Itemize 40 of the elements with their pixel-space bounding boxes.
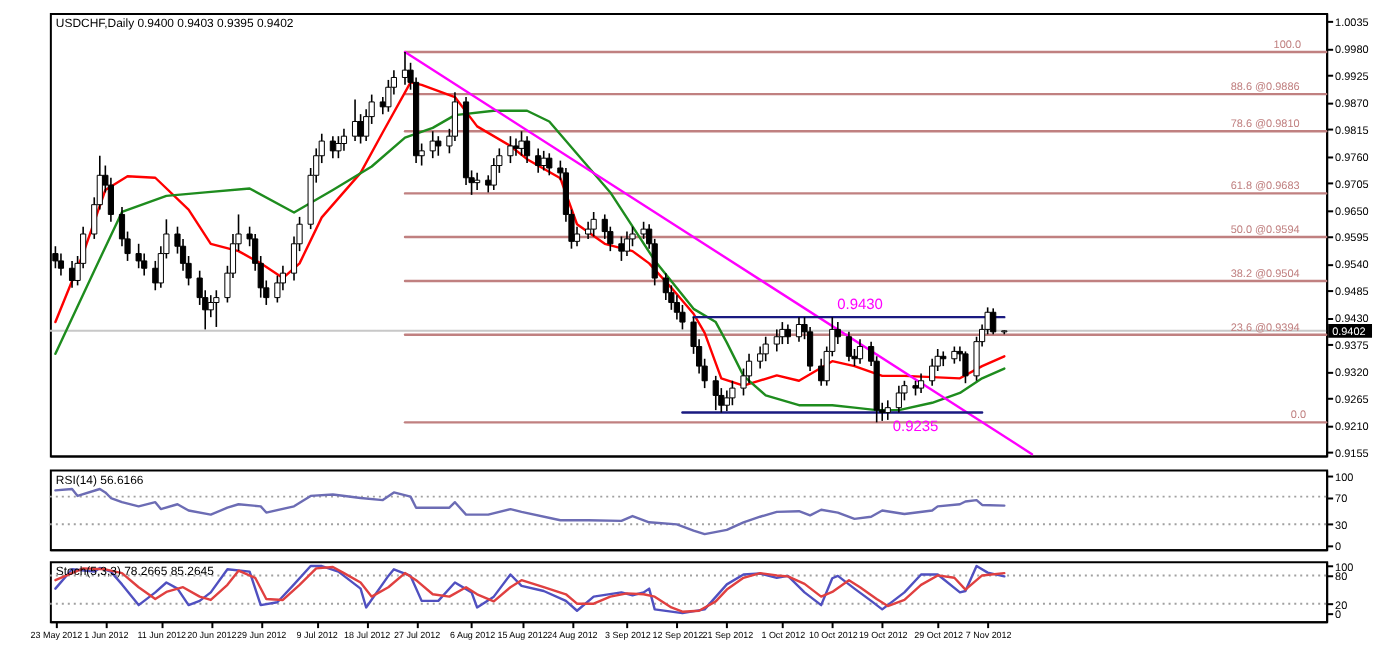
candlestick xyxy=(762,335,769,362)
candlestick xyxy=(940,350,947,367)
candlestick xyxy=(773,328,780,353)
candlestick xyxy=(929,357,936,387)
candlestick xyxy=(213,289,220,328)
candlestick xyxy=(990,307,997,336)
candlestick xyxy=(340,128,348,152)
candlestick xyxy=(518,130,525,157)
line-series xyxy=(54,487,1006,536)
candlestick xyxy=(962,350,969,385)
candlestick xyxy=(784,323,791,345)
candlestick xyxy=(779,321,786,345)
candlestick xyxy=(590,211,597,238)
candlestick xyxy=(729,379,736,407)
candlestick xyxy=(856,338,864,365)
candlestick xyxy=(540,150,547,172)
candlestick xyxy=(357,113,364,145)
candlestick xyxy=(435,135,442,157)
candlestick xyxy=(629,225,636,248)
candlestick xyxy=(895,384,902,414)
candlestick xyxy=(884,399,891,421)
candlestick xyxy=(512,137,520,157)
candlestick xyxy=(623,230,631,257)
candlestick xyxy=(274,274,281,304)
candlestick xyxy=(335,135,342,159)
candlestick xyxy=(845,331,853,362)
candlestick xyxy=(135,242,142,270)
candlestick xyxy=(523,135,531,164)
candlestick xyxy=(474,172,481,191)
candlestick xyxy=(546,152,553,177)
candlestick xyxy=(917,372,925,394)
candlestick xyxy=(757,345,764,370)
candlestick xyxy=(141,252,148,277)
candlestick xyxy=(507,135,514,164)
candlestick xyxy=(152,260,159,292)
candlestick xyxy=(57,252,65,277)
candlestick xyxy=(723,389,730,412)
candlestick xyxy=(712,375,719,411)
candlestick xyxy=(834,321,841,345)
candlestick xyxy=(618,235,625,262)
